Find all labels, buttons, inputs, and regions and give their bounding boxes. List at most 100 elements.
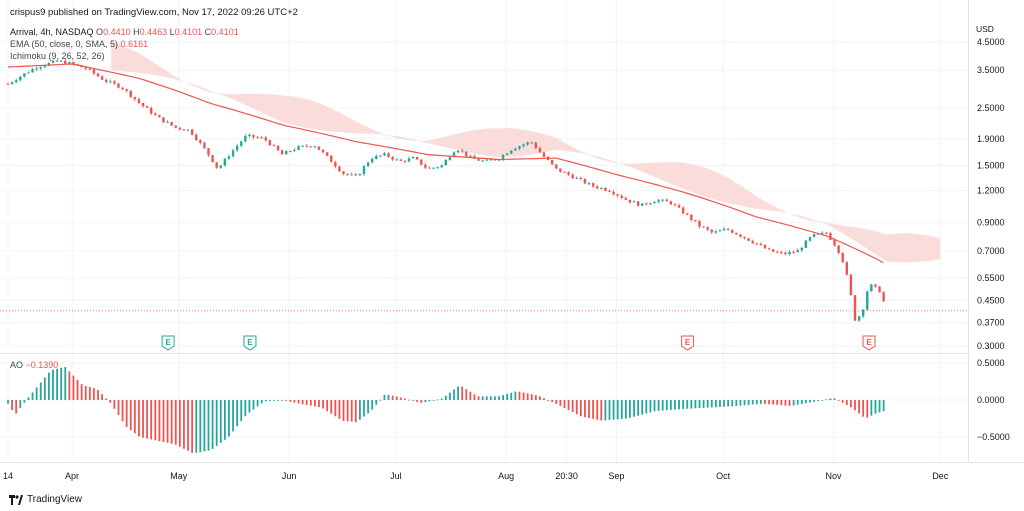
ao-bar	[653, 400, 656, 412]
tradingview-brand[interactable]: TradingView	[9, 494, 82, 505]
time-tick-label: Jun	[282, 471, 297, 481]
candle-body	[203, 142, 206, 149]
candle-body	[534, 142, 538, 149]
ao-bar	[260, 400, 263, 404]
candle-body	[297, 146, 300, 150]
ema-legend[interactable]: EMA (50, close, 0, SMA, 5) 0.6161	[10, 39, 148, 50]
earnings-marker[interactable]: E	[161, 335, 175, 351]
earnings-marker[interactable]: E	[862, 335, 876, 351]
ao-legend[interactable]: AO −0.1390	[10, 360, 58, 371]
ao-bar	[146, 400, 149, 439]
candle-body	[14, 80, 18, 83]
ema-label: EMA (50, close, 0, SMA, 5)	[10, 39, 119, 49]
candle-body	[612, 191, 615, 195]
candle-body	[792, 251, 795, 253]
candle-body	[526, 142, 529, 145]
candle-body	[608, 190, 611, 192]
ao-bar	[424, 400, 427, 402]
ao-bar	[731, 400, 734, 407]
ao-bar	[825, 399, 828, 401]
candle-body	[469, 156, 472, 158]
ao-bar	[273, 400, 275, 401]
ao-bar	[641, 400, 644, 415]
symbol-legend: Arrival, 4h, NASDAQ O0.4410 H0.4463 L0.4…	[10, 27, 239, 38]
ao-bar	[776, 400, 779, 405]
candle-body	[857, 316, 861, 321]
earnings-marker-label: E	[685, 338, 691, 347]
candle-body	[510, 150, 513, 154]
ao-bar	[72, 375, 75, 400]
ao-bar	[821, 400, 824, 401]
ao-bar	[264, 400, 267, 402]
ao-bar	[215, 400, 218, 446]
ao-bar	[457, 386, 459, 400]
ichimoku-legend[interactable]: Ichimoku (9, 26, 52, 26)	[10, 51, 105, 62]
candle-body	[309, 146, 312, 148]
ao-bar	[854, 400, 856, 411]
candle-body	[117, 83, 120, 88]
candle-body	[477, 158, 480, 161]
ao-bar	[796, 400, 799, 405]
ao-bar	[453, 389, 455, 400]
candle-body	[195, 134, 198, 141]
candle-body	[452, 152, 456, 158]
ao-bar	[133, 400, 136, 434]
candle-body	[563, 171, 566, 173]
candle-body	[465, 151, 468, 157]
ao-bar	[645, 400, 648, 414]
ao-bar	[719, 400, 721, 407]
ao-bar	[665, 400, 668, 411]
earnings-marker[interactable]: E	[681, 335, 695, 351]
candle-body	[759, 243, 763, 246]
ao-bar	[534, 395, 537, 400]
ao-bar	[874, 400, 877, 414]
ao-bar	[391, 395, 394, 400]
ao-bar	[277, 400, 279, 401]
candle-body	[661, 199, 664, 201]
ao-bar	[829, 398, 832, 400]
ao-bar	[858, 400, 860, 414]
ao-bar	[555, 400, 558, 404]
candle-body	[186, 129, 190, 131]
ao-bar	[326, 400, 329, 412]
earnings-marker-label: E	[866, 338, 872, 347]
candle-body	[137, 99, 141, 104]
ichimoku-cloud	[111, 41, 941, 263]
ao-bar	[616, 400, 619, 420]
candle-body	[272, 145, 276, 147]
ao-bar	[305, 400, 308, 405]
candle-body	[853, 295, 857, 321]
earnings-marker[interactable]: E	[243, 335, 257, 351]
ao-bar	[723, 400, 725, 407]
ao-bar	[674, 400, 676, 410]
currency-label: USD	[976, 24, 994, 34]
ao-bar	[404, 398, 406, 400]
candle-body	[677, 205, 681, 208]
candle-body	[366, 162, 370, 167]
candle-body	[88, 68, 92, 70]
ao-bar	[207, 400, 210, 451]
candle-body	[235, 145, 239, 151]
candle-body	[145, 106, 149, 108]
ao-bar	[170, 400, 173, 444]
candle-body	[248, 134, 251, 136]
time-tick-label: Aug	[498, 471, 514, 481]
symbol-name[interactable]: Arrival, 4h, NASDAQ	[10, 27, 94, 37]
candle-body	[780, 252, 783, 254]
candle-body	[706, 227, 709, 230]
candle-body	[726, 228, 730, 230]
ao-bar	[416, 400, 419, 402]
ao-bar	[80, 384, 83, 400]
price-tick-label: 0.7000	[977, 246, 1005, 256]
ao-bar	[109, 400, 112, 403]
candle-body	[489, 159, 493, 161]
candle-body	[596, 186, 599, 189]
candle-body	[428, 167, 431, 169]
candle-body	[256, 137, 259, 139]
ao-bar	[690, 400, 693, 409]
brand-name: TradingView	[27, 494, 83, 505]
candle-body	[555, 164, 558, 169]
candle-body	[370, 158, 374, 163]
ao-bar	[526, 393, 529, 400]
